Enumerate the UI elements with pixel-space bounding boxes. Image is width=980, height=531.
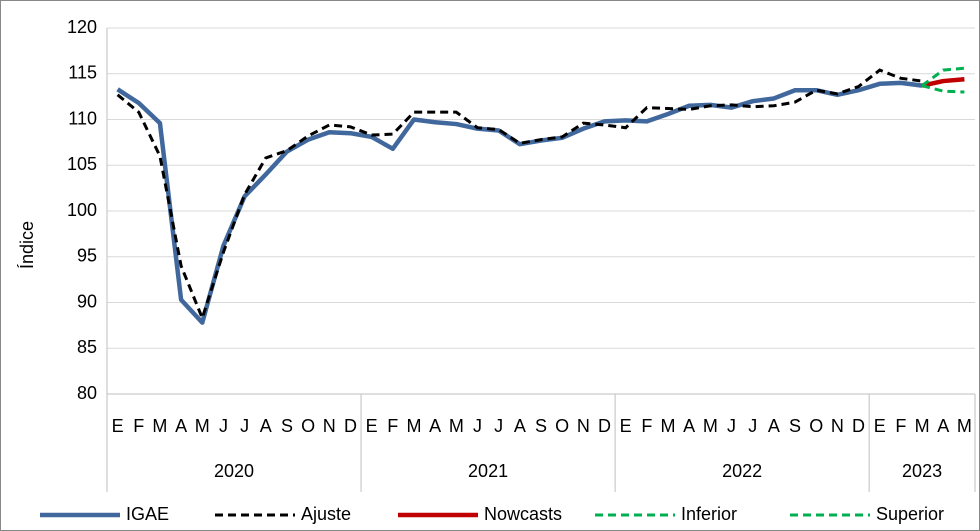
x-tick-label: D xyxy=(344,416,357,436)
group-label: 2022 xyxy=(722,461,762,481)
x-tick-label: J xyxy=(494,416,503,436)
x-tick-label: E xyxy=(874,416,886,436)
x-tick-label: D xyxy=(598,416,611,436)
x-tick-label: J xyxy=(748,416,757,436)
group-label: 2023 xyxy=(902,461,942,481)
x-tick-label: J xyxy=(727,416,736,436)
x-tick-label: S xyxy=(535,416,547,436)
series-line xyxy=(921,76,965,88)
legend-label: IGAE xyxy=(126,504,169,524)
x-tick-label: N xyxy=(323,416,336,436)
x-tick-label: M xyxy=(449,416,464,436)
x-tick-label: M xyxy=(703,416,718,436)
x-tick-label: E xyxy=(366,416,378,436)
x-tick-label: A xyxy=(260,416,272,436)
x-tick-label: N xyxy=(577,416,590,436)
x-tick-label: M xyxy=(195,416,210,436)
x-tick-label: J xyxy=(473,416,482,436)
x-tick-label: M xyxy=(915,416,930,436)
x-tick-label: N xyxy=(831,416,844,436)
x-tick-label: M xyxy=(661,416,676,436)
x-tick-label: F xyxy=(387,416,398,436)
x-tick-label: S xyxy=(789,416,801,436)
series-line xyxy=(921,84,965,94)
y-tick-label: 90 xyxy=(77,291,97,311)
y-tick-label: 80 xyxy=(77,383,97,403)
x-tick-label: F xyxy=(895,416,906,436)
series-line xyxy=(116,68,923,323)
x-tick-label: M xyxy=(152,416,167,436)
x-tick-label: F xyxy=(641,416,652,436)
x-tick-label: O xyxy=(809,416,823,436)
x-tick-label: A xyxy=(683,416,695,436)
legend-label: Inferior xyxy=(681,504,737,524)
y-tick-label: 105 xyxy=(67,154,97,174)
y-tick-label: 110 xyxy=(68,108,97,128)
y-axis-label: Índice xyxy=(17,221,37,269)
x-tick-label: A xyxy=(429,416,441,436)
x-tick-label: E xyxy=(112,416,124,436)
legend-label: Superior xyxy=(876,504,944,524)
legend-label: Nowcasts xyxy=(484,504,562,524)
y-tick-label: 95 xyxy=(77,246,97,266)
x-tick-label: O xyxy=(301,416,315,436)
x-tick-label: F xyxy=(133,416,144,436)
x-tick-label: J xyxy=(240,416,249,436)
series-line xyxy=(921,66,965,87)
x-tick-label: M xyxy=(957,416,972,436)
group-label: 2020 xyxy=(214,461,254,481)
x-tick-label: S xyxy=(281,416,293,436)
x-tick-label: O xyxy=(555,416,569,436)
x-tick-label: M xyxy=(406,416,421,436)
x-tick-label: J xyxy=(219,416,228,436)
x-tick-label: A xyxy=(175,416,187,436)
y-tick-label: 120 xyxy=(67,17,97,37)
x-tick-label: E xyxy=(620,416,632,436)
group-label: 2021 xyxy=(468,461,508,481)
x-tick-label: A xyxy=(514,416,526,436)
series-line xyxy=(116,80,923,325)
y-tick-label: 85 xyxy=(77,337,97,357)
y-tick-label: 115 xyxy=(68,63,97,83)
y-tick-label: 100 xyxy=(67,200,97,220)
x-tick-label: D xyxy=(852,416,865,436)
x-tick-label: A xyxy=(937,416,949,436)
x-tick-label: A xyxy=(768,416,780,436)
legend-label: Ajuste xyxy=(301,504,351,524)
